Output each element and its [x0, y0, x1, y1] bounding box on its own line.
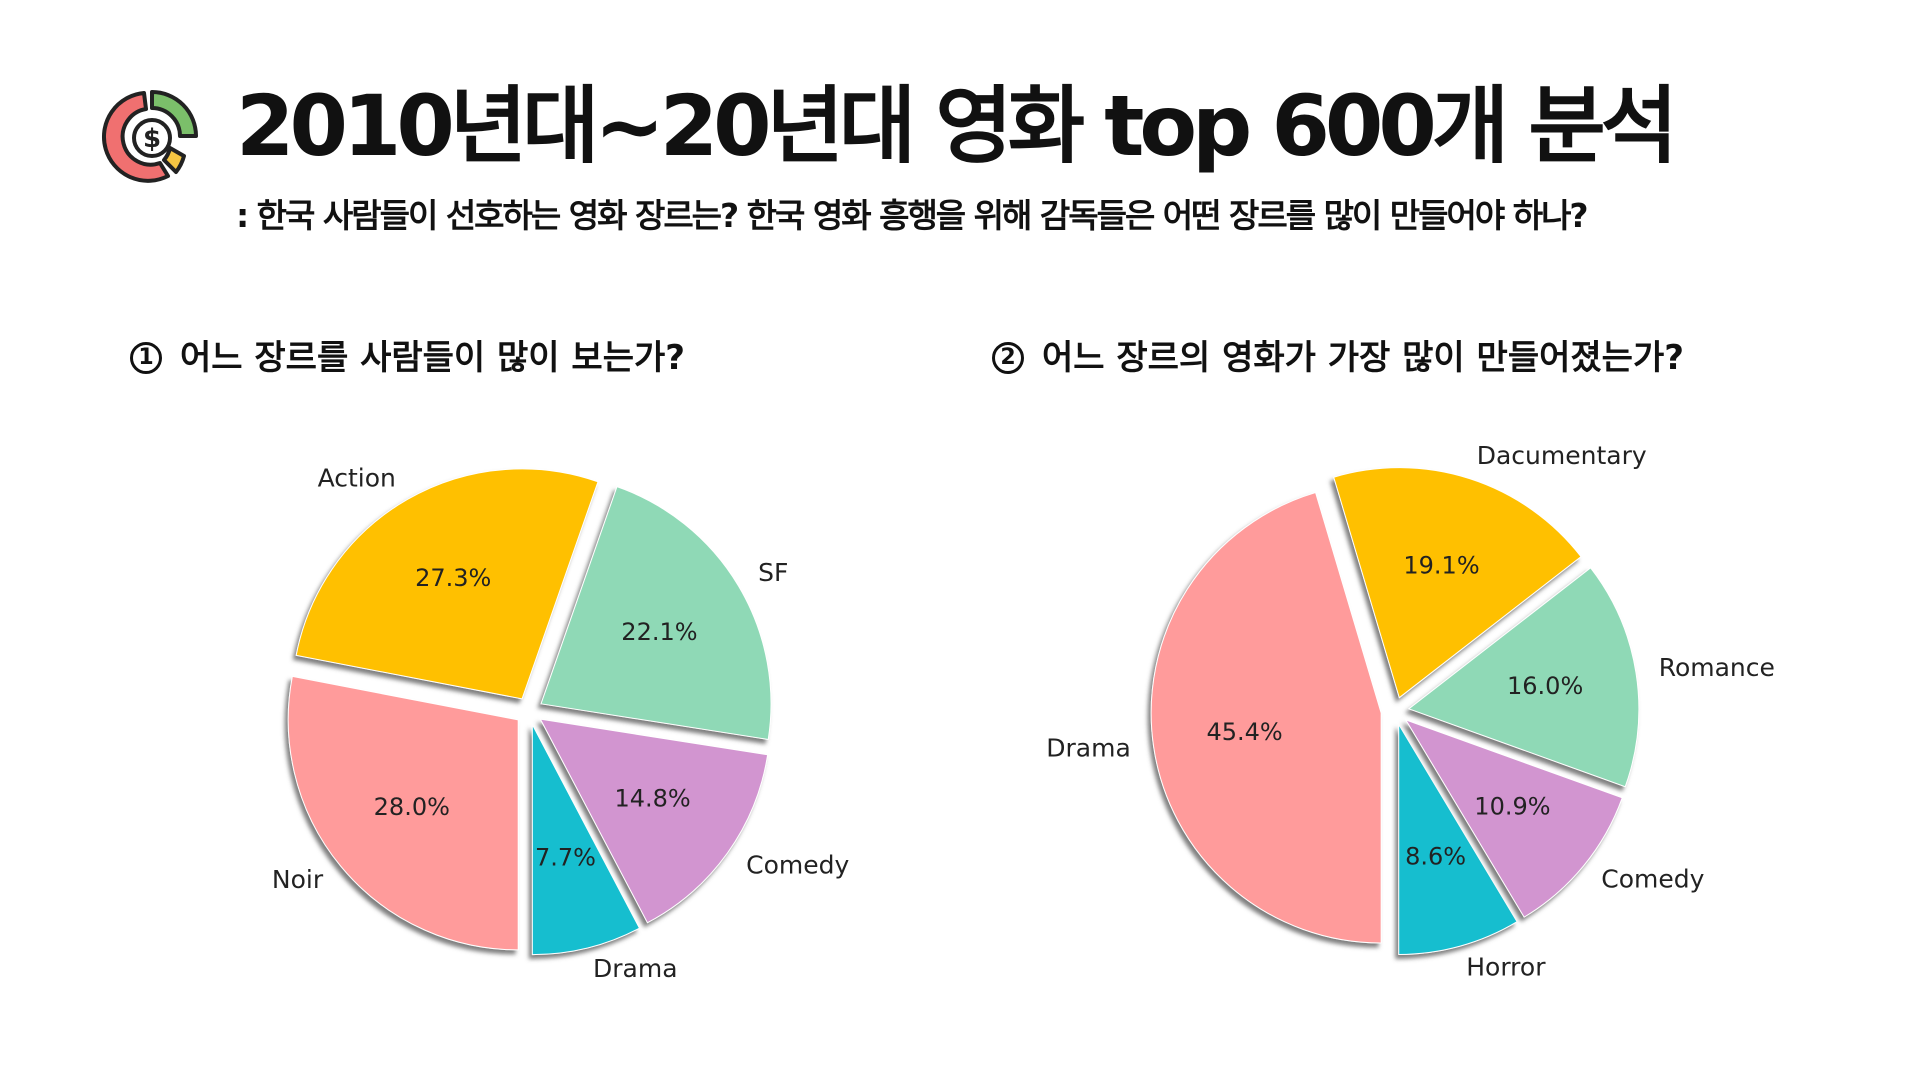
chart-money-icon: $ [101, 90, 198, 183]
pie-pct-label-action: 27.3% [415, 564, 491, 592]
pie-slice-action [295, 468, 599, 700]
page-subtitle: : 한국 사람들이 선호하는 영화 장르는? 한국 영화 흥행을 위해 감독들은… [236, 196, 1589, 235]
page-title: 2010년대~20년대 영화 top 600개 분석 [236, 77, 1678, 175]
pie-label-action: Action [318, 464, 396, 493]
pie-pct-label-drama: 45.4% [1206, 718, 1282, 746]
section-1-number: 1 [130, 342, 162, 375]
pie-slice-romance [1407, 567, 1640, 788]
pie-label-dacumentary: Dacumentary [1477, 441, 1647, 470]
pie-slice-sf [540, 486, 772, 741]
pie-slice-noir [287, 675, 519, 951]
pie-pct-label-comedy: 14.8% [614, 784, 690, 812]
pie-label-horror: Horror [1466, 952, 1546, 981]
pie-pct-label-dacumentary: 19.1% [1403, 551, 1479, 579]
pie-slice-comedy [539, 718, 769, 924]
pie-slice-horror [1398, 722, 1518, 955]
section-1-heading: 1 어느 장르를 사람들이 많이 보는가? [130, 338, 685, 379]
pie-label-drama: Drama [1046, 733, 1131, 762]
pie-pct-label-drama: 7.7% [535, 844, 596, 872]
section-2-question: 어느 장르의 영화가 가장 많이 만들어졌는가? [1042, 338, 1684, 378]
pie-label-drama: Drama [593, 954, 678, 983]
pie-slice-drama [531, 724, 641, 956]
pie-pct-label-noir: 28.0% [374, 793, 450, 821]
pie-label-noir: Noir [272, 865, 324, 894]
pie-label-comedy: Comedy [746, 850, 849, 879]
pie-label-comedy: Comedy [1601, 865, 1704, 894]
pie-pct-label-romance: 16.0% [1507, 672, 1583, 700]
section-2-number: 2 [992, 342, 1024, 375]
section-1-question: 어느 장르를 사람들이 많이 보는가? [180, 338, 685, 378]
pie-slice-drama [1150, 491, 1382, 944]
pie-pct-label-sf: 22.1% [621, 618, 697, 646]
svg-text:$: $ [143, 124, 161, 154]
pie-slice-dacumentary [1333, 467, 1582, 699]
pie-slice-comedy [1404, 718, 1623, 918]
pie-pct-label-comedy: 10.9% [1474, 793, 1550, 821]
section-2-heading: 2 어느 장르의 영화가 가장 많이 만들어졌는가? [992, 338, 1684, 379]
pie-label-romance: Romance [1659, 653, 1775, 682]
pie-label-sf: SF [758, 558, 788, 587]
pie-pct-label-horror: 8.6% [1405, 842, 1466, 870]
